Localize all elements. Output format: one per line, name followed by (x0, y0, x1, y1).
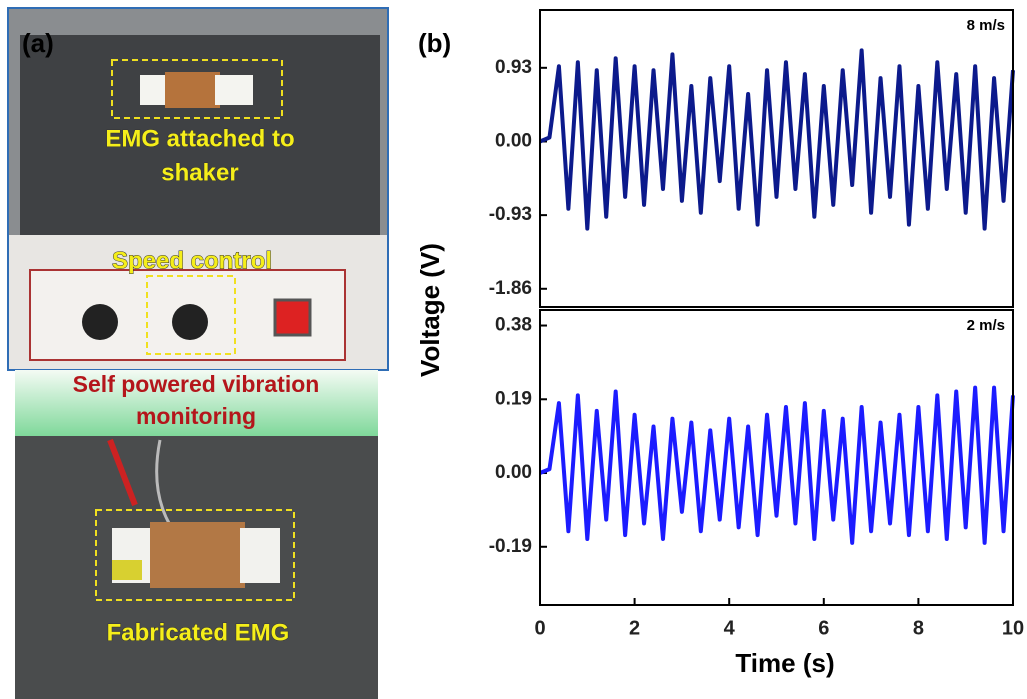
banner-text: monitoring (136, 403, 256, 429)
y-axis-label: Voltage (V) (415, 243, 445, 377)
caption: Speed control (112, 247, 272, 274)
y-tick-label: 0.19 (495, 388, 532, 409)
panel-label: (a) (22, 28, 54, 58)
caption: EMG attached to (105, 125, 294, 152)
x-tick-label: 2 (629, 617, 640, 639)
x-tick-label: 0 (534, 617, 545, 639)
y-tick-label: -1.86 (489, 278, 532, 299)
annotation: 8 m/s (967, 17, 1005, 34)
y-tick-label: -0.93 (489, 204, 532, 225)
plot-frame (539, 9, 1014, 308)
caption: Fabricated EMG (107, 619, 290, 646)
plot-frame (539, 309, 1014, 606)
x-tick-label: 10 (1002, 617, 1024, 639)
annotation: 2 m/s (967, 317, 1005, 334)
data-line (539, 48, 1015, 231)
x-tick-label: 6 (818, 617, 829, 639)
banner (15, 370, 378, 436)
shaker-photo (7, 7, 389, 371)
data-line (539, 385, 1015, 545)
y-tick-label: 0.38 (495, 315, 532, 336)
caption: shaker (161, 159, 238, 186)
x-axis-label: Time (s) (735, 648, 834, 678)
banner-text: Self powered vibration (73, 371, 320, 397)
y-tick-label: 0.00 (495, 130, 532, 151)
x-tick-label: 8 (913, 617, 924, 639)
y-tick-label: 0.93 (495, 57, 532, 78)
y-tick-label: -0.19 (489, 536, 532, 557)
y-tick-label: 0.00 (495, 462, 532, 483)
panel-label: (b) (418, 28, 451, 58)
emg-photo (15, 436, 378, 699)
x-tick-label: 4 (724, 617, 736, 639)
